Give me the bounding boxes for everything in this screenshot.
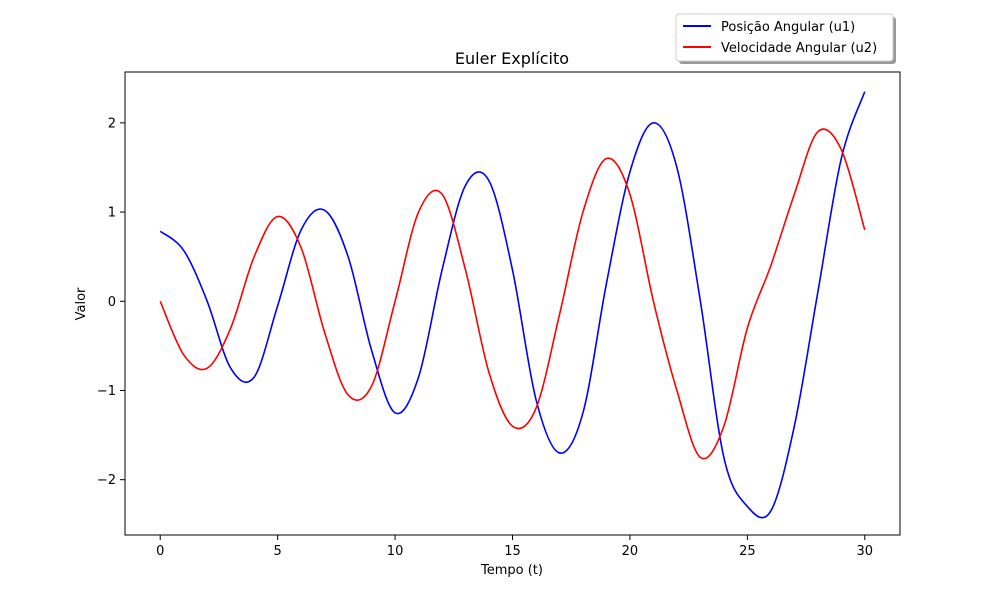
series-line-u1 xyxy=(159,91,866,519)
chart-title: Euler Explícito xyxy=(455,49,569,68)
y-tick-label: −1 xyxy=(97,384,116,399)
plot-area xyxy=(125,72,900,535)
legend-label-u2: Velocidade Angular (u2) xyxy=(721,41,877,56)
x-tick-label: 0 xyxy=(156,544,164,559)
y-tick-label: 0 xyxy=(108,295,116,310)
x-tick-label: 15 xyxy=(504,544,521,559)
y-axis-label: Valor xyxy=(74,287,89,320)
y-tick-label: 2 xyxy=(108,116,116,131)
x-tick-label: 25 xyxy=(739,544,756,559)
x-tick-label: 30 xyxy=(856,544,873,559)
y-tick-label: 1 xyxy=(108,206,116,221)
x-axis-label: Tempo (t) xyxy=(480,563,543,578)
legend-box xyxy=(675,13,894,62)
series-layer xyxy=(159,91,866,519)
x-tick-label: 20 xyxy=(622,544,639,559)
x-tick-label: 5 xyxy=(274,544,282,559)
ticks-layer: 0 5 10 15 20 25 30 −2 −1 0 1 2 xyxy=(97,116,873,559)
y-tick-label: −2 xyxy=(97,473,116,488)
series-line-u2 xyxy=(159,128,866,460)
legend: Posição Angular (u1) Velocidade Angular … xyxy=(675,13,896,64)
legend-label-u1: Posição Angular (u1) xyxy=(721,20,855,35)
x-tick-label: 10 xyxy=(387,544,404,559)
plot-frame xyxy=(124,71,901,536)
